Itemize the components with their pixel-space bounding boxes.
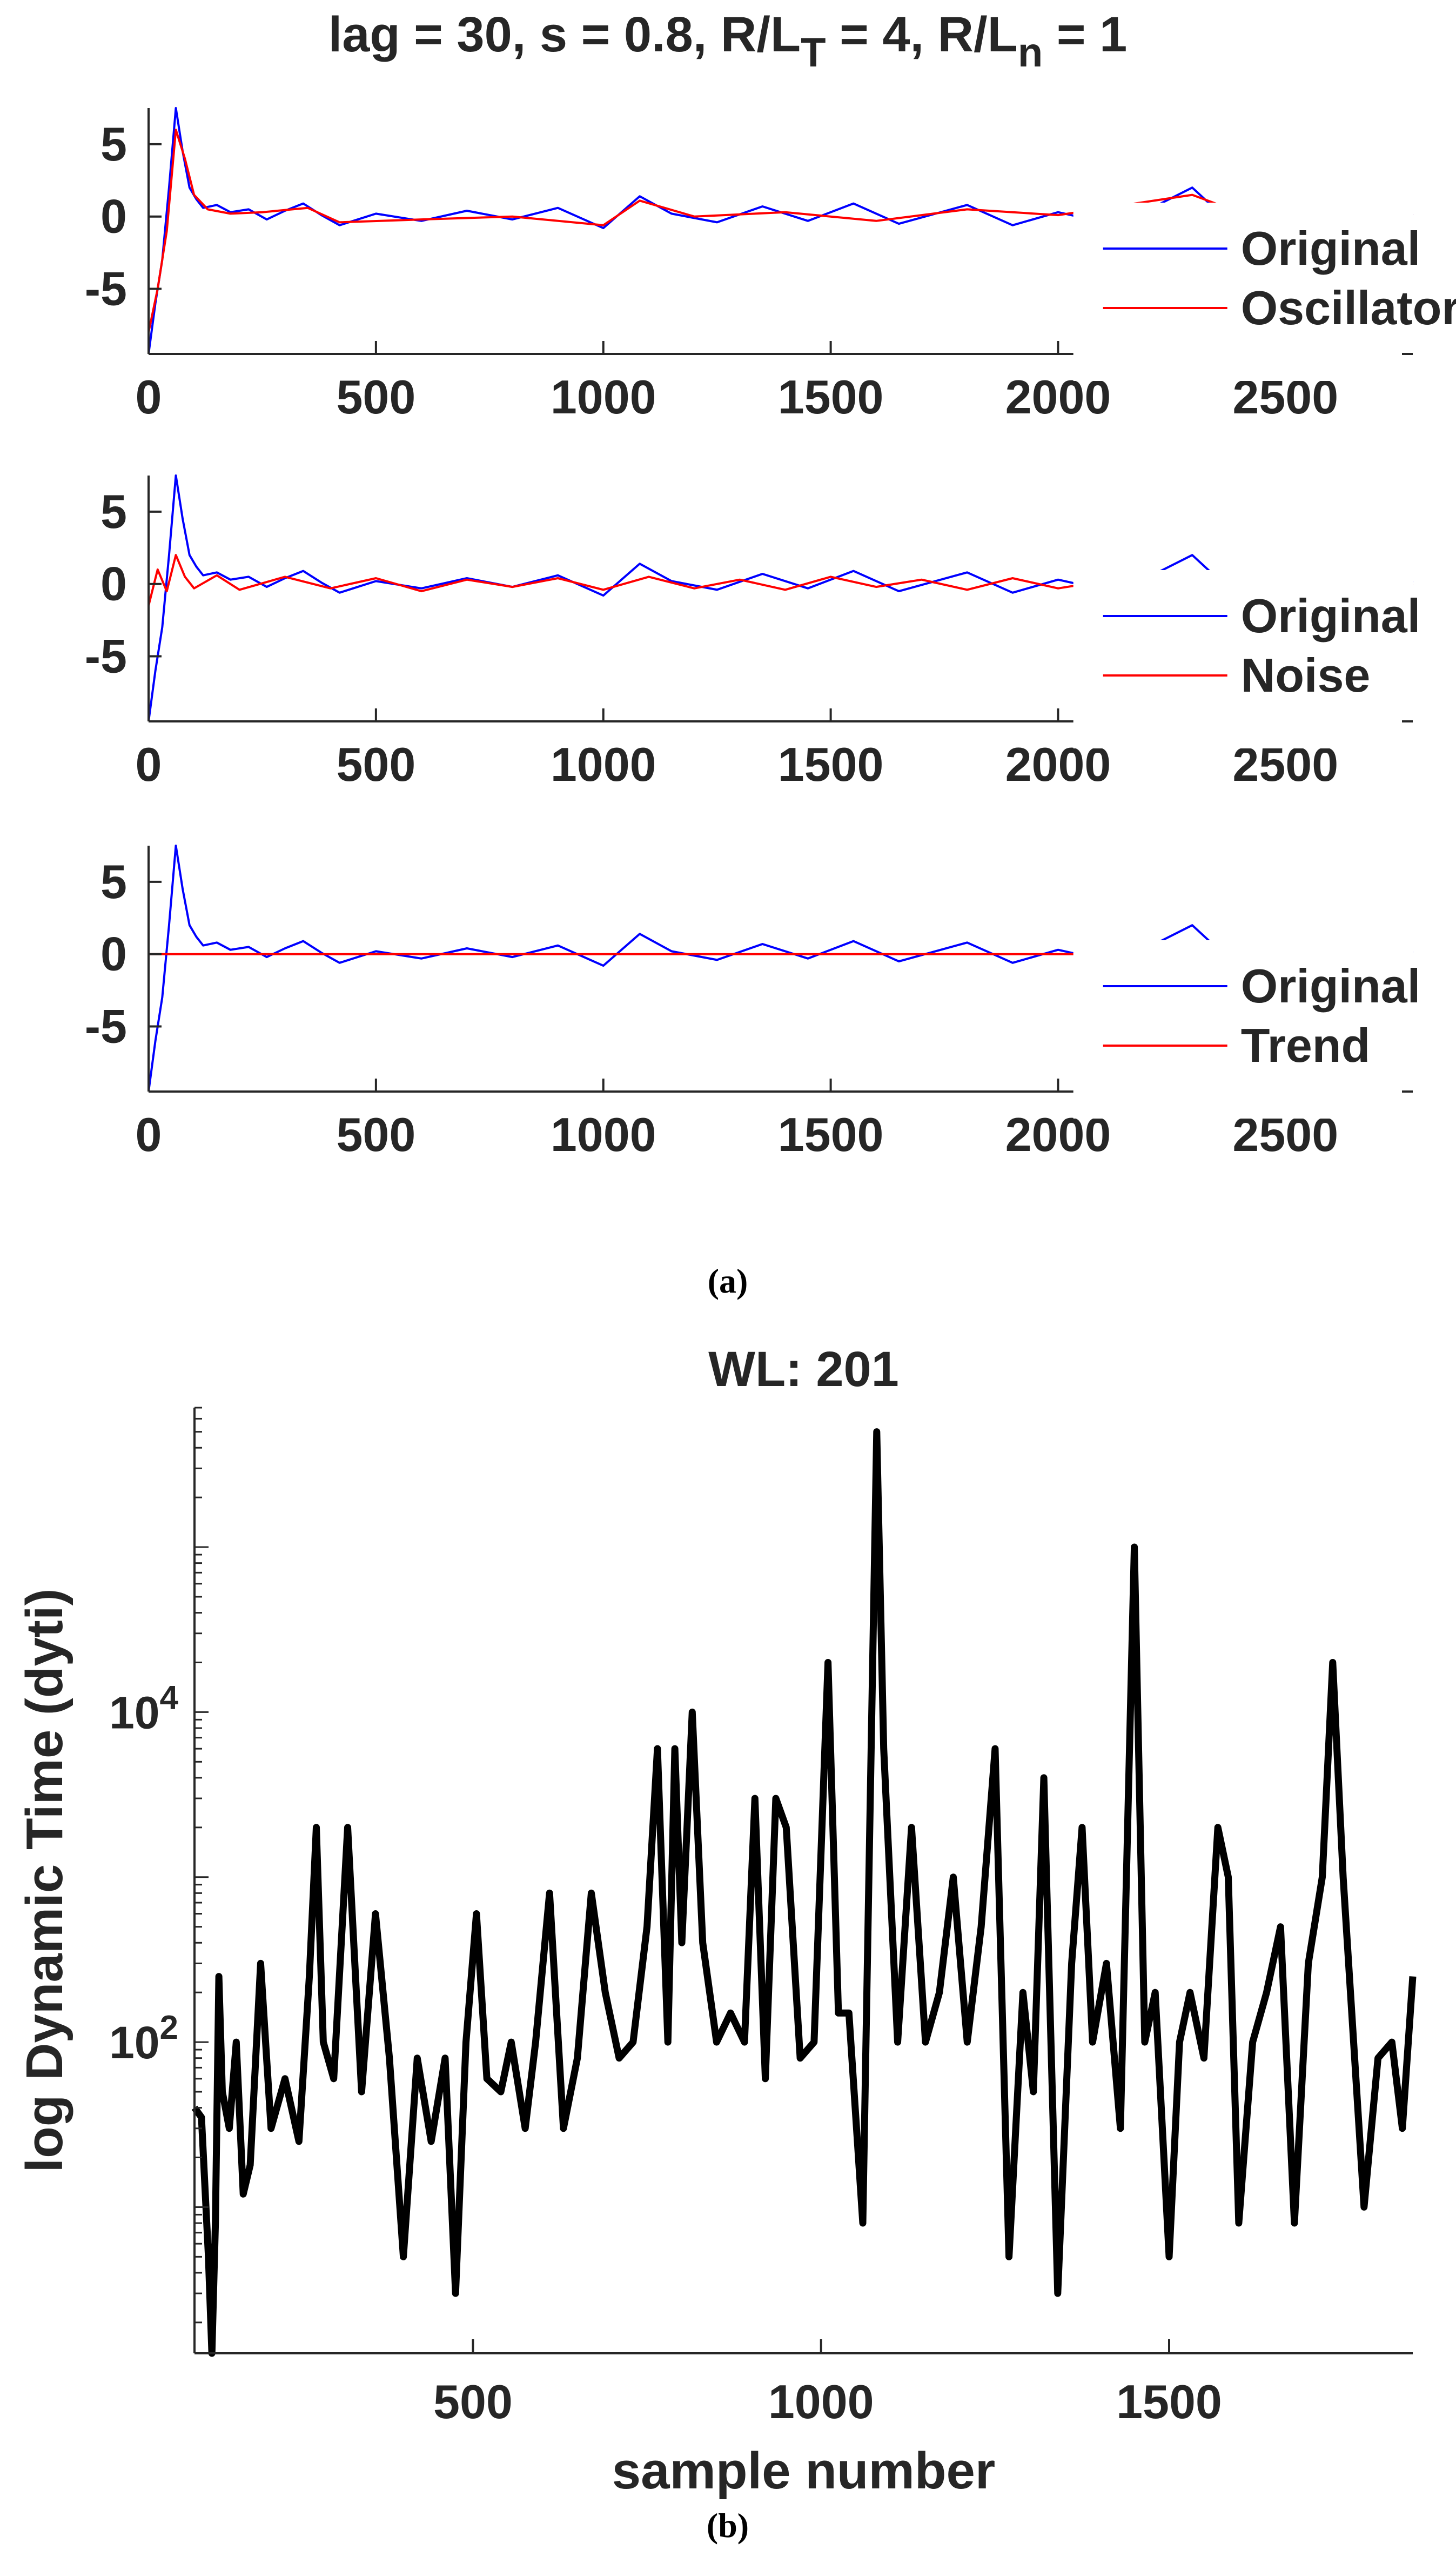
- legend-label-original: Original: [1241, 959, 1421, 1013]
- x-tick-label: 1500: [1116, 2375, 1222, 2428]
- y-tick-label: 5: [100, 855, 127, 908]
- x-tick-label: 1000: [551, 738, 656, 791]
- y-axis-label: log Dynamic Time (dyti): [16, 1588, 73, 2172]
- x-tick-label: 500: [433, 2375, 513, 2428]
- legend-box: [1073, 940, 1413, 1119]
- caption-b: (b): [707, 2506, 749, 2545]
- subplot-dynamic-time: WL: 201 500 1000 1500 102 104 sample number log…: [16, 1342, 1417, 2500]
- y-tick-label: 5: [100, 485, 127, 538]
- x-tick-label: 1000: [551, 370, 656, 424]
- x-tick-label: 1000: [768, 2375, 874, 2428]
- y-tick-label: 0: [100, 927, 127, 981]
- y-tick-label: 0: [100, 557, 127, 611]
- x-axis-label: sample number: [612, 2442, 996, 2500]
- x-tick-label: 1500: [778, 370, 884, 424]
- y-tick-label: 0: [100, 190, 127, 243]
- legend-label-oscillatory: Oscillatory: [1241, 281, 1456, 334]
- y-tick-label: -5: [85, 262, 127, 316]
- legend-box: [1073, 203, 1413, 381]
- panel-a-title: lag = 30, s = 0.8, R/LT = 4, R/Ln = 1: [328, 7, 1128, 76]
- legend-label-original: Original: [1241, 222, 1421, 275]
- series-line-dyti: [191, 1428, 1417, 2357]
- x-tick-label: 500: [336, 738, 415, 791]
- x-tick-label: 1500: [778, 738, 884, 791]
- subplot-oscillatory: 0 500 1000 1500 2000 2500-505OriginalOscillat…: [85, 107, 1456, 424]
- y-tick-label: 102: [109, 2009, 178, 2068]
- caption-a: (a): [708, 1262, 748, 1300]
- legend-label-original: Original: [1241, 589, 1421, 642]
- legend-box: [1073, 570, 1413, 748]
- x-tick-label: 0: [136, 1108, 162, 1161]
- y-tick-label: 104: [109, 1679, 178, 1738]
- x-tick-label: 0: [136, 370, 162, 424]
- x-tick-label: 500: [336, 370, 415, 424]
- y-tick-label: 5: [100, 117, 127, 171]
- x-tick-label: 1500: [778, 1108, 884, 1161]
- y-tick-label: -5: [85, 630, 127, 683]
- legend-label-trend: Trend: [1241, 1019, 1371, 1072]
- x-tick-label: 0: [136, 738, 162, 791]
- x-tick-label: 1000: [551, 1108, 656, 1161]
- panel-b-title: WL: 201: [708, 1342, 899, 1397]
- y-tick-label: -5: [85, 1000, 127, 1053]
- legend-label-noise: Noise: [1241, 648, 1371, 702]
- x-tick-label: 500: [336, 1108, 415, 1161]
